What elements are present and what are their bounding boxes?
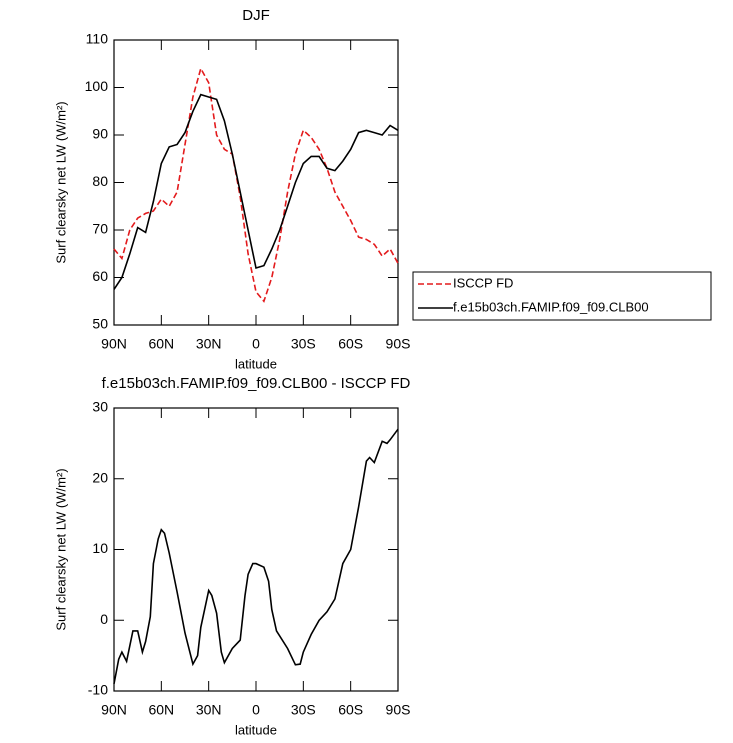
- y-tick-label: 110: [86, 31, 109, 47]
- x-tick-label: 90S: [386, 336, 411, 352]
- y-tick-label: 60: [92, 268, 108, 284]
- x-tick-label: 90N: [101, 702, 127, 718]
- y-tick-label: 50: [92, 316, 108, 332]
- x-tick-label: 30N: [196, 702, 222, 718]
- x-tick-label: 0: [252, 702, 260, 718]
- data-line: [113, 93, 399, 290]
- x-tick-label: 30N: [196, 336, 222, 352]
- y-tick-label: 80: [92, 173, 108, 189]
- y-tick-label: 20: [92, 469, 108, 485]
- y-tick-label: 30: [92, 399, 108, 415]
- x-tick-label: 30S: [291, 702, 316, 718]
- legend-label: f.e15b03ch.FAMIP.f09_f09.CLB00: [453, 299, 649, 314]
- x-tick-label: 90S: [386, 702, 411, 718]
- x-tick-label: 60N: [148, 702, 174, 718]
- data-line: [113, 428, 399, 685]
- y-tick-label: 90: [92, 126, 108, 142]
- y-axis-label: Surf clearsky net LW (W/m²): [53, 101, 68, 263]
- x-axis-label: latitude: [235, 722, 277, 737]
- data-line: [113, 66, 399, 303]
- y-tick-label: 0: [100, 611, 108, 627]
- y-tick-label: 10: [92, 540, 108, 556]
- y-tick-label: 100: [85, 78, 109, 94]
- x-tick-label: 90N: [101, 336, 127, 352]
- x-tick-label: 60S: [338, 702, 363, 718]
- chart-title: DJF: [242, 7, 270, 24]
- x-tick-label: 60S: [338, 336, 363, 352]
- x-tick-label: 30S: [291, 336, 316, 352]
- y-tick-label: 70: [92, 221, 108, 237]
- chart-title: f.e15b03ch.FAMIP.f09_f09.CLB00 - ISCCP F…: [102, 375, 411, 392]
- y-axis-label: Surf clearsky net LW (W/m²): [53, 468, 68, 630]
- y-tick-label: -10: [88, 682, 108, 698]
- x-axis-label: latitude: [235, 356, 277, 371]
- legend-box: [412, 271, 712, 321]
- x-tick-label: 0: [252, 336, 260, 352]
- x-tick-label: 60N: [148, 336, 174, 352]
- legend-label: ISCCP FD: [453, 275, 513, 290]
